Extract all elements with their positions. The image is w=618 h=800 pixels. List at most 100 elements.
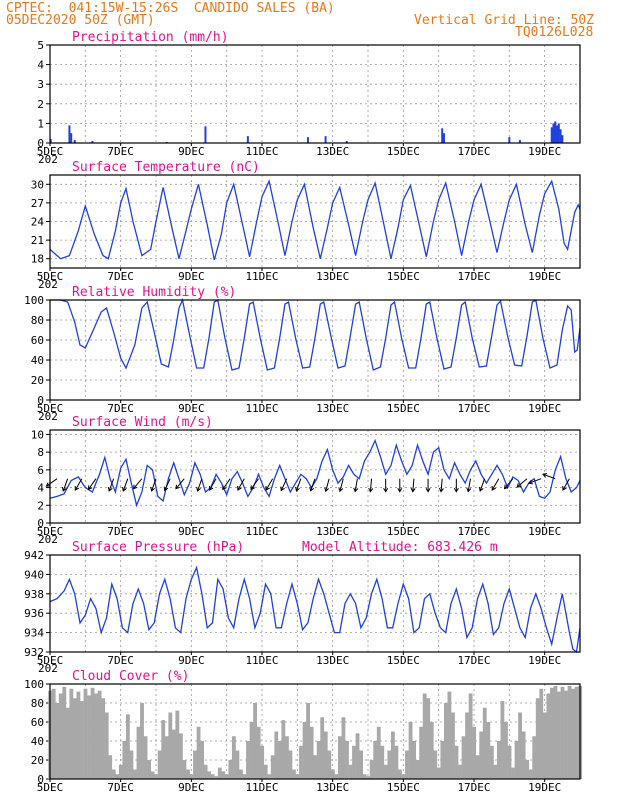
wind-arrow	[209, 478, 217, 491]
cloud-cover-bar	[443, 703, 448, 779]
wind-arrow-head	[175, 484, 180, 490]
year-label: 202	[38, 533, 58, 546]
cloud-cover-bar	[260, 745, 265, 779]
cloud-cover-bar	[284, 736, 289, 779]
cloud-cover-bar	[535, 698, 540, 779]
cloud-cover-bar	[129, 750, 134, 779]
cloud-cover-bar	[447, 691, 452, 779]
cloud-cover-bar	[567, 685, 572, 779]
cloud-cover-bar	[111, 769, 116, 779]
cloud-cover-bar	[189, 774, 194, 779]
precip-bar	[324, 136, 327, 143]
wind-arrow-head	[45, 482, 51, 487]
cloud-cover-bar	[231, 736, 236, 779]
cloud-cover-bar	[288, 750, 293, 779]
precip-bar	[552, 123, 555, 143]
x-tick-label: 7DEC	[107, 402, 134, 415]
x-tick-label: 19DEC	[528, 654, 561, 667]
y-tick-label: 6	[37, 464, 44, 477]
wind-arrow	[62, 478, 69, 492]
x-tick-label: 13DEC	[316, 402, 349, 415]
cloud-cover-bar	[479, 731, 484, 779]
panel-title: Relative Humidity (%)	[72, 285, 236, 300]
x-tick-label: 11DEC	[245, 781, 278, 794]
cloud-cover-bar	[267, 774, 272, 779]
precip-bar	[508, 137, 511, 143]
cloud-cover-bar	[178, 733, 183, 779]
cloud-cover-bar	[295, 774, 300, 779]
precip-bar	[559, 129, 562, 143]
cloud-cover-bar	[564, 690, 568, 779]
cloud-cover-bar	[532, 736, 537, 779]
y-tick-label: 2	[37, 499, 44, 512]
x-tick-label: 19DEC	[528, 402, 561, 415]
model-code: TQ0126L028	[515, 25, 594, 40]
cloud-cover-bar	[380, 745, 385, 779]
cloud-cover-bar	[207, 771, 212, 779]
cloud-cover-bar	[458, 764, 462, 779]
cloud-cover-bar	[182, 760, 187, 779]
wind-arrow	[88, 478, 97, 490]
x-tick-label: 15DEC	[387, 145, 420, 158]
precip-bar	[345, 141, 348, 143]
cloud-cover-bar	[390, 731, 395, 779]
cloud-cover-bar	[221, 771, 226, 779]
x-tick-label: 9DEC	[178, 145, 205, 158]
cloud-cover-bar	[412, 741, 416, 779]
wind-arrow	[491, 478, 500, 491]
precip-bar	[204, 126, 207, 143]
wind-arrow-head	[61, 486, 67, 492]
cloud-cover-bar	[168, 712, 173, 779]
wind-arrow-head	[383, 488, 389, 493]
y-tick-label: 940	[24, 568, 44, 581]
panel-title: Surface Pressure (hPa)	[72, 540, 244, 555]
wind-arrow	[122, 478, 129, 492]
x-tick-label: 5DEC	[37, 145, 64, 158]
panel-title: Cloud Cover (%)	[72, 669, 189, 684]
wind-arrow	[542, 473, 556, 480]
cloud-cover-bar	[422, 693, 427, 779]
cloud-cover-bar	[525, 760, 530, 779]
y-tick-label: 10	[31, 428, 44, 441]
panel-frame	[49, 683, 581, 780]
x-tick-label: 5DEC	[37, 270, 64, 283]
cloud-cover-bar	[150, 771, 155, 779]
x-tick-label: 9DEC	[178, 270, 205, 283]
cloud-cover-bar	[401, 774, 406, 779]
cloud-cover-bar	[323, 731, 328, 779]
cloud-cover-bar	[429, 722, 434, 779]
wind-arrow	[528, 478, 542, 484]
x-tick-label: 7DEC	[107, 525, 134, 538]
x-tick-label: 7DEC	[107, 654, 134, 667]
x-tick-label: 15DEC	[387, 654, 420, 667]
wind-arrow-head	[410, 487, 416, 493]
x-tick-label: 11DEC	[245, 270, 278, 283]
y-tick-label: 100	[24, 294, 44, 307]
wind-arrow	[108, 478, 115, 492]
wind-arrow-head	[368, 487, 374, 493]
cloud-cover-bar	[345, 741, 349, 779]
cloud-cover-bar	[436, 767, 441, 779]
panel-title: Surface Temperature (nC)	[72, 160, 260, 175]
wind-arrow	[295, 478, 302, 492]
cloud-cover-bar	[228, 760, 233, 779]
cloud-cover-bar	[355, 733, 360, 779]
x-tick-label: 15DEC	[387, 402, 420, 415]
wind-arrow-head	[425, 488, 431, 493]
cloud-cover-bar	[143, 736, 148, 779]
cloud-cover-bar	[560, 686, 565, 779]
cloud-cover-bar	[58, 693, 63, 779]
cloud-cover-bar	[72, 698, 77, 779]
cloud-cover-bar	[196, 726, 201, 779]
x-tick-label: 7DEC	[107, 270, 134, 283]
cloud-cover-bar	[394, 745, 399, 779]
x-tick-label: 17DEC	[457, 525, 490, 538]
panel-title: Surface Wind (m/s)	[72, 415, 213, 430]
precip-bar	[73, 140, 76, 143]
year-label: 202	[38, 410, 58, 423]
wind-arrow	[74, 478, 83, 491]
wind-arrow-head	[237, 485, 242, 491]
panel-frame	[49, 44, 581, 144]
x-tick-label: 17DEC	[457, 781, 490, 794]
wind-arrow	[516, 478, 528, 488]
